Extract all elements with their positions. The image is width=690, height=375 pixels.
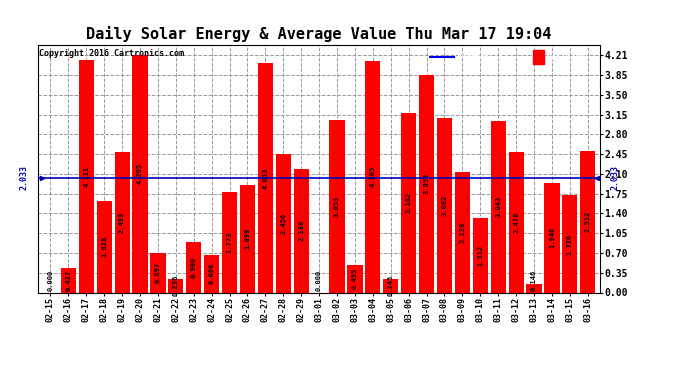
- Text: 2.128: 2.128: [460, 222, 465, 243]
- Bar: [61, 268, 76, 292]
- Bar: [329, 120, 344, 292]
- Bar: [419, 75, 434, 292]
- Bar: [79, 60, 94, 292]
- Bar: [509, 153, 524, 292]
- Text: 0.427: 0.427: [66, 270, 71, 291]
- Text: 4.111: 4.111: [83, 166, 89, 187]
- Bar: [97, 201, 112, 292]
- Bar: [491, 120, 506, 292]
- Text: 4.105: 4.105: [370, 166, 376, 187]
- Text: 0.236: 0.236: [173, 275, 179, 297]
- Bar: [186, 242, 201, 292]
- Text: 0.146: 0.146: [531, 270, 537, 291]
- Bar: [365, 60, 380, 292]
- Text: 0.666: 0.666: [208, 263, 215, 284]
- Bar: [258, 63, 273, 292]
- Bar: [401, 113, 416, 292]
- Text: 1.899: 1.899: [244, 228, 250, 249]
- Bar: [437, 118, 452, 292]
- Bar: [132, 55, 148, 292]
- Bar: [544, 183, 560, 292]
- Bar: [580, 150, 595, 292]
- Bar: [455, 172, 470, 292]
- Bar: [150, 253, 166, 292]
- Text: 3.043: 3.043: [495, 196, 501, 217]
- Text: 2.033: 2.033: [19, 165, 28, 190]
- Bar: [115, 152, 130, 292]
- Text: 3.853: 3.853: [424, 173, 430, 194]
- Bar: [383, 279, 398, 292]
- Text: 3.053: 3.053: [334, 196, 340, 217]
- Text: 0.000: 0.000: [316, 270, 322, 291]
- Text: 0.697: 0.697: [155, 262, 161, 284]
- Text: 0.900: 0.900: [190, 256, 197, 278]
- Text: 2.188: 2.188: [298, 220, 304, 241]
- Text: 2.493: 2.493: [119, 211, 125, 233]
- Text: 1.946: 1.946: [549, 227, 555, 248]
- Bar: [473, 218, 488, 292]
- Text: 4.205: 4.205: [137, 163, 143, 184]
- Title: Daily Solar Energy & Average Value Thu Mar 17 19:04: Daily Solar Energy & Average Value Thu M…: [86, 27, 552, 42]
- Text: 0.495: 0.495: [352, 268, 358, 289]
- Text: Copyright 2016 Cartronics.com: Copyright 2016 Cartronics.com: [39, 49, 184, 58]
- Text: 2.456: 2.456: [280, 213, 286, 234]
- Text: 3.182: 3.182: [406, 192, 412, 213]
- Text: 1.773: 1.773: [226, 232, 233, 253]
- Text: 3.082: 3.082: [442, 195, 448, 216]
- Bar: [526, 284, 542, 292]
- Text: 2.478: 2.478: [513, 212, 519, 233]
- Bar: [240, 185, 255, 292]
- Text: 2.033: 2.033: [610, 165, 619, 190]
- Text: 0.000: 0.000: [48, 270, 54, 291]
- Bar: [276, 154, 291, 292]
- Bar: [562, 195, 578, 292]
- Text: 1.628: 1.628: [101, 236, 107, 257]
- Text: 0.245: 0.245: [388, 275, 394, 296]
- Bar: [222, 192, 237, 292]
- Text: 1.720: 1.720: [567, 233, 573, 255]
- Bar: [204, 255, 219, 292]
- Bar: [294, 169, 309, 292]
- Text: 1.312: 1.312: [477, 245, 483, 266]
- Bar: [347, 264, 362, 292]
- Bar: [168, 279, 184, 292]
- Text: 4.053: 4.053: [262, 167, 268, 189]
- Text: 2.512: 2.512: [584, 211, 591, 232]
